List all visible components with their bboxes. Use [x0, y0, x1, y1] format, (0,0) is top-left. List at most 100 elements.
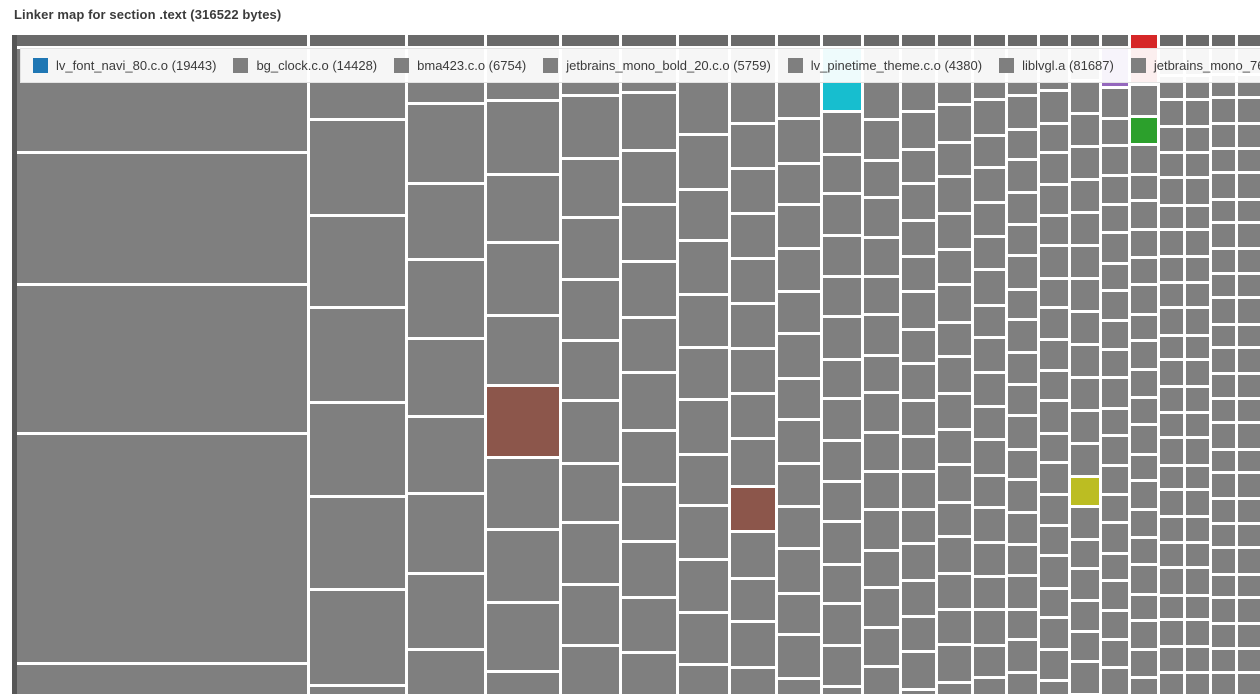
treemap-cell[interactable]: [1040, 154, 1068, 183]
treemap-cell[interactable]: [487, 604, 559, 670]
treemap-cell[interactable]: [622, 654, 676, 694]
treemap-cell[interactable]: [1040, 372, 1068, 399]
treemap-cell[interactable]: [1102, 379, 1128, 407]
treemap-cell[interactable]: [1186, 179, 1209, 204]
treemap-cell[interactable]: [1212, 99, 1235, 122]
treemap-cell[interactable]: [1212, 400, 1235, 421]
treemap-cell[interactable]: [1160, 284, 1183, 306]
treemap-cell[interactable]: [1071, 115, 1099, 145]
treemap-cell[interactable]: [1238, 99, 1260, 122]
treemap-cell[interactable]: [1131, 622, 1157, 648]
treemap-cell[interactable]: [1102, 177, 1128, 203]
legend-item[interactable]: bma423.c.o (6754): [394, 58, 526, 73]
treemap-cell[interactable]: [938, 466, 971, 501]
treemap-cell[interactable]: [1008, 546, 1037, 574]
treemap-cell[interactable]: [17, 435, 307, 662]
treemap-cell[interactable]: [902, 331, 935, 362]
legend-item[interactable]: jetbrains_mono_bold_20.c.o (5759): [543, 58, 771, 73]
treemap-cell[interactable]: [622, 543, 676, 596]
treemap-cell[interactable]: [1102, 35, 1128, 46]
treemap-cell[interactable]: [902, 691, 935, 694]
treemap-cell[interactable]: [622, 319, 676, 371]
treemap-cell[interactable]: [1102, 292, 1128, 319]
treemap-cell[interactable]: [1071, 445, 1099, 475]
treemap-cell[interactable]: [1160, 154, 1183, 176]
treemap-cell[interactable]: [902, 618, 935, 650]
treemap-cell[interactable]: [823, 278, 861, 315]
treemap-cell[interactable]: [864, 434, 899, 470]
treemap-cell[interactable]: [938, 431, 971, 463]
treemap-cell[interactable]: [679, 191, 728, 239]
treemap-cell[interactable]: [1131, 176, 1157, 199]
treemap-cell[interactable]: [823, 195, 861, 234]
treemap-cell[interactable]: [1131, 511, 1157, 536]
treemap-cell[interactable]: [1040, 619, 1068, 648]
treemap-cell[interactable]: [408, 340, 484, 415]
treemap-cell[interactable]: [1238, 375, 1260, 397]
treemap-cell[interactable]: [622, 263, 676, 316]
treemap-cell[interactable]: [1186, 388, 1209, 411]
treemap-cell[interactable]: [1212, 599, 1235, 622]
treemap-cell[interactable]: [622, 599, 676, 651]
treemap-cell[interactable]: [1131, 202, 1157, 228]
treemap-cell[interactable]: [1238, 250, 1260, 272]
treemap-cell[interactable]: [731, 260, 775, 302]
treemap-cell[interactable]: [1212, 150, 1235, 171]
treemap-cell[interactable]: [1186, 337, 1209, 358]
treemap-cell[interactable]: [487, 176, 559, 241]
treemap-cell[interactable]: [1071, 280, 1099, 310]
treemap-cell[interactable]: [1212, 451, 1235, 471]
treemap-cell[interactable]: [974, 679, 1005, 694]
treemap-cell[interactable]: [1071, 82, 1099, 112]
treemap-cell[interactable]: [1186, 674, 1209, 694]
treemap-cell[interactable]: [974, 578, 1005, 608]
treemap-cell[interactable]: [1186, 544, 1209, 566]
legend-item[interactable]: lv_font_navi_80.c.o (19443): [33, 58, 216, 73]
treemap-cell[interactable]: [1071, 148, 1099, 178]
treemap-cell[interactable]: [1238, 349, 1260, 372]
treemap-cell[interactable]: [1102, 206, 1128, 231]
treemap-cell[interactable]: [487, 244, 559, 314]
treemap-cell[interactable]: [864, 511, 899, 549]
treemap-cell[interactable]: [1102, 467, 1128, 493]
treemap-cell[interactable]: [902, 35, 935, 46]
treemap-cell[interactable]: [1008, 417, 1037, 448]
treemap-cell[interactable]: [1186, 597, 1209, 618]
treemap-cell[interactable]: [1186, 491, 1209, 515]
treemap-cell[interactable]: [938, 324, 971, 355]
treemap-cell[interactable]: [679, 349, 728, 398]
treemap-cell[interactable]: [679, 401, 728, 453]
treemap-cell[interactable]: [1160, 544, 1183, 566]
treemap-cell[interactable]: [1212, 525, 1235, 546]
treemap-cell[interactable]: [1160, 569, 1183, 594]
treemap-cell[interactable]: [1186, 518, 1209, 541]
treemap-cell[interactable]: [1160, 361, 1183, 385]
treemap-cell[interactable]: [1102, 669, 1128, 694]
treemap-cell[interactable]: [938, 611, 971, 643]
treemap-cell[interactable]: [1071, 633, 1099, 660]
treemap-cell[interactable]: [778, 35, 820, 46]
treemap-cell[interactable]: [823, 483, 861, 520]
treemap-cell[interactable]: [1186, 648, 1209, 671]
treemap-cell[interactable]: [1102, 524, 1128, 552]
treemap-cell[interactable]: [1212, 224, 1235, 247]
treemap-cell[interactable]: [1160, 388, 1183, 411]
treemap-cell[interactable]: [1040, 217, 1068, 244]
treemap-cell[interactable]: [731, 35, 775, 46]
treemap-cell[interactable]: [1212, 201, 1235, 221]
treemap-cell[interactable]: [1131, 86, 1157, 115]
treemap-cell[interactable]: [864, 552, 899, 586]
treemap-cell[interactable]: [1008, 321, 1037, 351]
treemap-cell[interactable]: [938, 538, 971, 572]
treemap-cell[interactable]: [778, 165, 820, 203]
treemap-cell[interactable]: [902, 113, 935, 148]
treemap-cell[interactable]: [1008, 131, 1037, 158]
treemap-cell[interactable]: [17, 35, 307, 46]
treemap-cell[interactable]: [1212, 299, 1235, 323]
treemap-cell[interactable]: [731, 580, 775, 620]
treemap-cell[interactable]: [974, 137, 1005, 166]
treemap-cell[interactable]: [1160, 101, 1183, 125]
treemap-cell[interactable]: [562, 647, 619, 694]
treemap-cell[interactable]: [1212, 125, 1235, 147]
treemap-cell[interactable]: [1131, 231, 1157, 256]
